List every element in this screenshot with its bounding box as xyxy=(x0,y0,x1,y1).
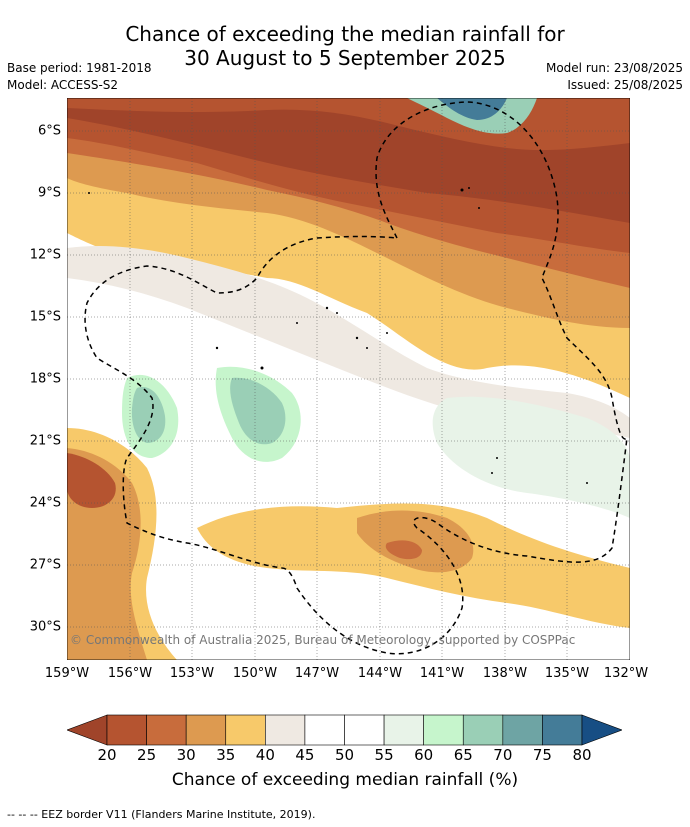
lon-label-156w: 156°W xyxy=(107,666,153,681)
rainfall-map xyxy=(67,98,630,660)
lon-label-159w: 159°W xyxy=(44,666,90,681)
colorbar-tick-label: 60 xyxy=(414,746,434,764)
map-title: Chance of exceeding the median rainfall … xyxy=(0,22,690,70)
colorbar-tick-label: 45 xyxy=(295,746,315,764)
model-run: Model run: 23/08/2025 xyxy=(545,61,683,75)
colorbar-swatch xyxy=(423,714,464,746)
colorbar-tick-label: 55 xyxy=(374,746,394,764)
south-dry-25 xyxy=(385,540,422,560)
lat-label-18s: 18°S xyxy=(29,371,61,387)
issued-date: Issued: 25/08/2025 xyxy=(567,78,683,92)
wet-patch-east xyxy=(432,396,630,518)
colorbar-tick-label: 20 xyxy=(97,746,117,764)
colorbar-swatch xyxy=(502,714,543,746)
lon-label-135w: 135°W xyxy=(544,666,590,681)
lat-label-21s: 21°S xyxy=(29,433,61,449)
lat-label-24s: 24°S xyxy=(29,495,61,511)
lat-label-27s: 27°S xyxy=(29,557,61,573)
lat-label-15s: 15°S xyxy=(29,309,61,325)
colorbar-swatch xyxy=(185,714,227,746)
colorbar-extend-high xyxy=(581,714,622,746)
colorbar-swatch xyxy=(462,714,504,746)
lon-label-138w: 138°W xyxy=(482,666,528,681)
colorbar-tick-label: 40 xyxy=(255,746,275,764)
colorbar-tick-label: 35 xyxy=(216,746,236,764)
lat-label-6s: 6°S xyxy=(37,123,61,139)
colorbar-extend-low xyxy=(67,714,108,746)
lat-label-30s: 30°S xyxy=(29,619,61,635)
colorbar-tick-label: 65 xyxy=(453,746,473,764)
band-20 xyxy=(67,108,630,223)
copyright-notice: © Commonwealth of Australia 2025, Bureau… xyxy=(70,633,576,647)
lat-label-9s: 9°S xyxy=(37,185,61,201)
colorbar-tick-label: 25 xyxy=(137,746,157,764)
colorbar-swatch xyxy=(344,714,385,746)
islands xyxy=(88,187,588,484)
lon-label-144w: 144°W xyxy=(357,666,403,681)
colorbar-tick-label: 70 xyxy=(493,746,513,764)
meta-left: Base period: 1981-2018 Model: ACCESS-S2 xyxy=(7,60,152,94)
southwest-dry-25 xyxy=(67,453,116,508)
title-line-2: 30 August to 5 September 2025 xyxy=(184,46,506,70)
gridlines xyxy=(67,98,630,660)
neutral-belt xyxy=(67,246,630,438)
colorbar-swatch xyxy=(146,714,187,746)
colorbar-tick-label: 80 xyxy=(572,746,592,764)
colorbar xyxy=(67,714,622,746)
lon-label-147w: 147°W xyxy=(294,666,340,681)
model-name: Model: ACCESS-S2 xyxy=(7,78,119,92)
lon-label-141w: 141°W xyxy=(419,666,465,681)
meta-right: Model run: 23/08/2025 Issued: 25/08/2025 xyxy=(546,60,683,94)
colorbar-swatch xyxy=(304,714,345,746)
colorbar-title: Chance of exceeding median rainfall (%) xyxy=(171,770,519,790)
wet-patch-center-core xyxy=(230,377,286,445)
colorbar-swatch xyxy=(542,714,583,746)
colorbar-swatch xyxy=(265,714,306,746)
wet-patch-west-core xyxy=(131,387,166,443)
colorbar-tick-label: 50 xyxy=(334,746,355,764)
lat-label-12s: 12°S xyxy=(29,247,61,263)
south-dry-35 xyxy=(357,510,474,573)
lon-label-153w: 153°W xyxy=(169,666,215,681)
title-line-1: Chance of exceeding the median rainfall … xyxy=(125,22,565,46)
lon-label-150w: 150°W xyxy=(232,666,278,681)
base-period: Base period: 1981-2018 xyxy=(7,61,152,75)
lon-label-132w: 132°W xyxy=(603,666,649,681)
eez-legend-note: -- -- -- EEZ border V11 (Flanders Marine… xyxy=(7,808,316,821)
colorbar-swatch xyxy=(106,714,147,746)
colorbar-swatch xyxy=(225,714,266,746)
colorbar-swatch xyxy=(383,714,424,746)
colorbar-tick-label: 30 xyxy=(176,746,196,764)
colorbar-tick-label: 75 xyxy=(532,746,552,764)
